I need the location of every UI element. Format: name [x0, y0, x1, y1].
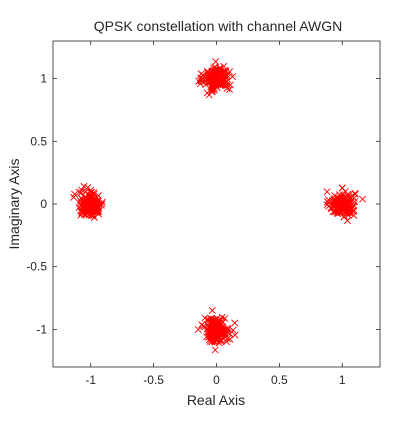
scatter-point — [203, 67, 212, 75]
scatter-point — [349, 207, 357, 215]
scatter-point — [93, 200, 101, 208]
scatter-point — [323, 188, 331, 196]
scatter-point — [223, 74, 231, 82]
scatter-point — [215, 337, 223, 345]
y-tick-label: 0.5 — [30, 134, 47, 148]
scatter-point — [231, 319, 239, 327]
x-tick-label: 0 — [213, 373, 220, 387]
scatter-point — [220, 62, 228, 70]
x-tick-label: -1 — [85, 373, 96, 387]
scatter-point — [80, 182, 88, 190]
scatter-point — [226, 81, 234, 89]
scatter-point — [205, 333, 213, 341]
scatter-point — [90, 195, 98, 203]
scatter-point — [329, 197, 337, 205]
scatter-point — [226, 68, 234, 76]
scatter-point — [341, 199, 349, 207]
chart-title: QPSK constellation with channel AWGN — [94, 18, 343, 34]
scatter-point — [217, 316, 225, 324]
scatter-point — [215, 325, 223, 333]
scatter-point — [78, 186, 86, 194]
scatter-point — [338, 205, 346, 213]
scatter-point — [343, 209, 351, 217]
scatter-point — [337, 198, 345, 206]
scatter-point — [80, 202, 88, 210]
scatter-point — [331, 202, 339, 210]
scatter-point — [204, 317, 213, 325]
scatter-point — [196, 80, 204, 88]
scatter-point — [197, 70, 205, 78]
scatter-point — [208, 306, 216, 314]
scatter-point — [351, 190, 359, 198]
scatter-point — [97, 201, 105, 209]
scatter-point — [87, 212, 95, 220]
scatter-point — [77, 189, 85, 197]
x-tick-label: 1 — [339, 373, 346, 387]
scatter-point — [206, 74, 214, 82]
scatter-point — [223, 335, 231, 343]
axis-ticks: -1 -0.5 0 0.5 1 -1 -0.5 0 0.5 1 — [26, 41, 380, 387]
scatter-point — [214, 73, 222, 81]
scatter-point — [226, 330, 234, 338]
scatter-point — [351, 189, 359, 197]
scatter-point — [338, 184, 346, 192]
scatter-point — [81, 204, 89, 212]
scatter-point — [77, 211, 85, 219]
scatter-point — [89, 207, 97, 215]
x-tick-label: 0.5 — [271, 373, 288, 387]
scatter-point — [207, 332, 215, 340]
scatter-point — [226, 335, 234, 343]
scatter-point — [85, 198, 93, 206]
scatter-point — [87, 191, 95, 199]
scatter-point — [209, 316, 217, 324]
y-tick-label: -0.5 — [26, 260, 47, 274]
x-tick-label: -0.5 — [143, 373, 164, 387]
y-tick-label: 1 — [40, 72, 47, 86]
scatter-point — [70, 193, 78, 201]
scatter-point — [205, 74, 213, 82]
scatter-point — [207, 329, 215, 337]
plot-area: -1 -0.5 0 0.5 1 -1 -0.5 0 0.5 1 — [26, 40, 381, 387]
y-tick-label: 0 — [40, 197, 47, 211]
x-axis-label: Real Axis — [187, 392, 245, 408]
scatter-point — [359, 195, 367, 203]
scatter-point — [194, 326, 202, 334]
scatter-point — [215, 322, 223, 330]
scatter-point — [78, 195, 86, 203]
scatter-point — [221, 75, 229, 83]
y-axis-label: Imaginary Axis — [6, 158, 22, 249]
scatter-point — [228, 73, 237, 81]
scatter-point — [208, 321, 216, 329]
scatter-point — [216, 69, 224, 77]
scatter-point — [87, 189, 95, 197]
scatter-points — [70, 58, 367, 354]
scatter-point — [218, 322, 226, 330]
scatter-point — [211, 346, 219, 354]
scatter-point — [343, 217, 351, 225]
scatter-point — [217, 337, 225, 345]
y-tick-label: -1 — [36, 322, 47, 336]
